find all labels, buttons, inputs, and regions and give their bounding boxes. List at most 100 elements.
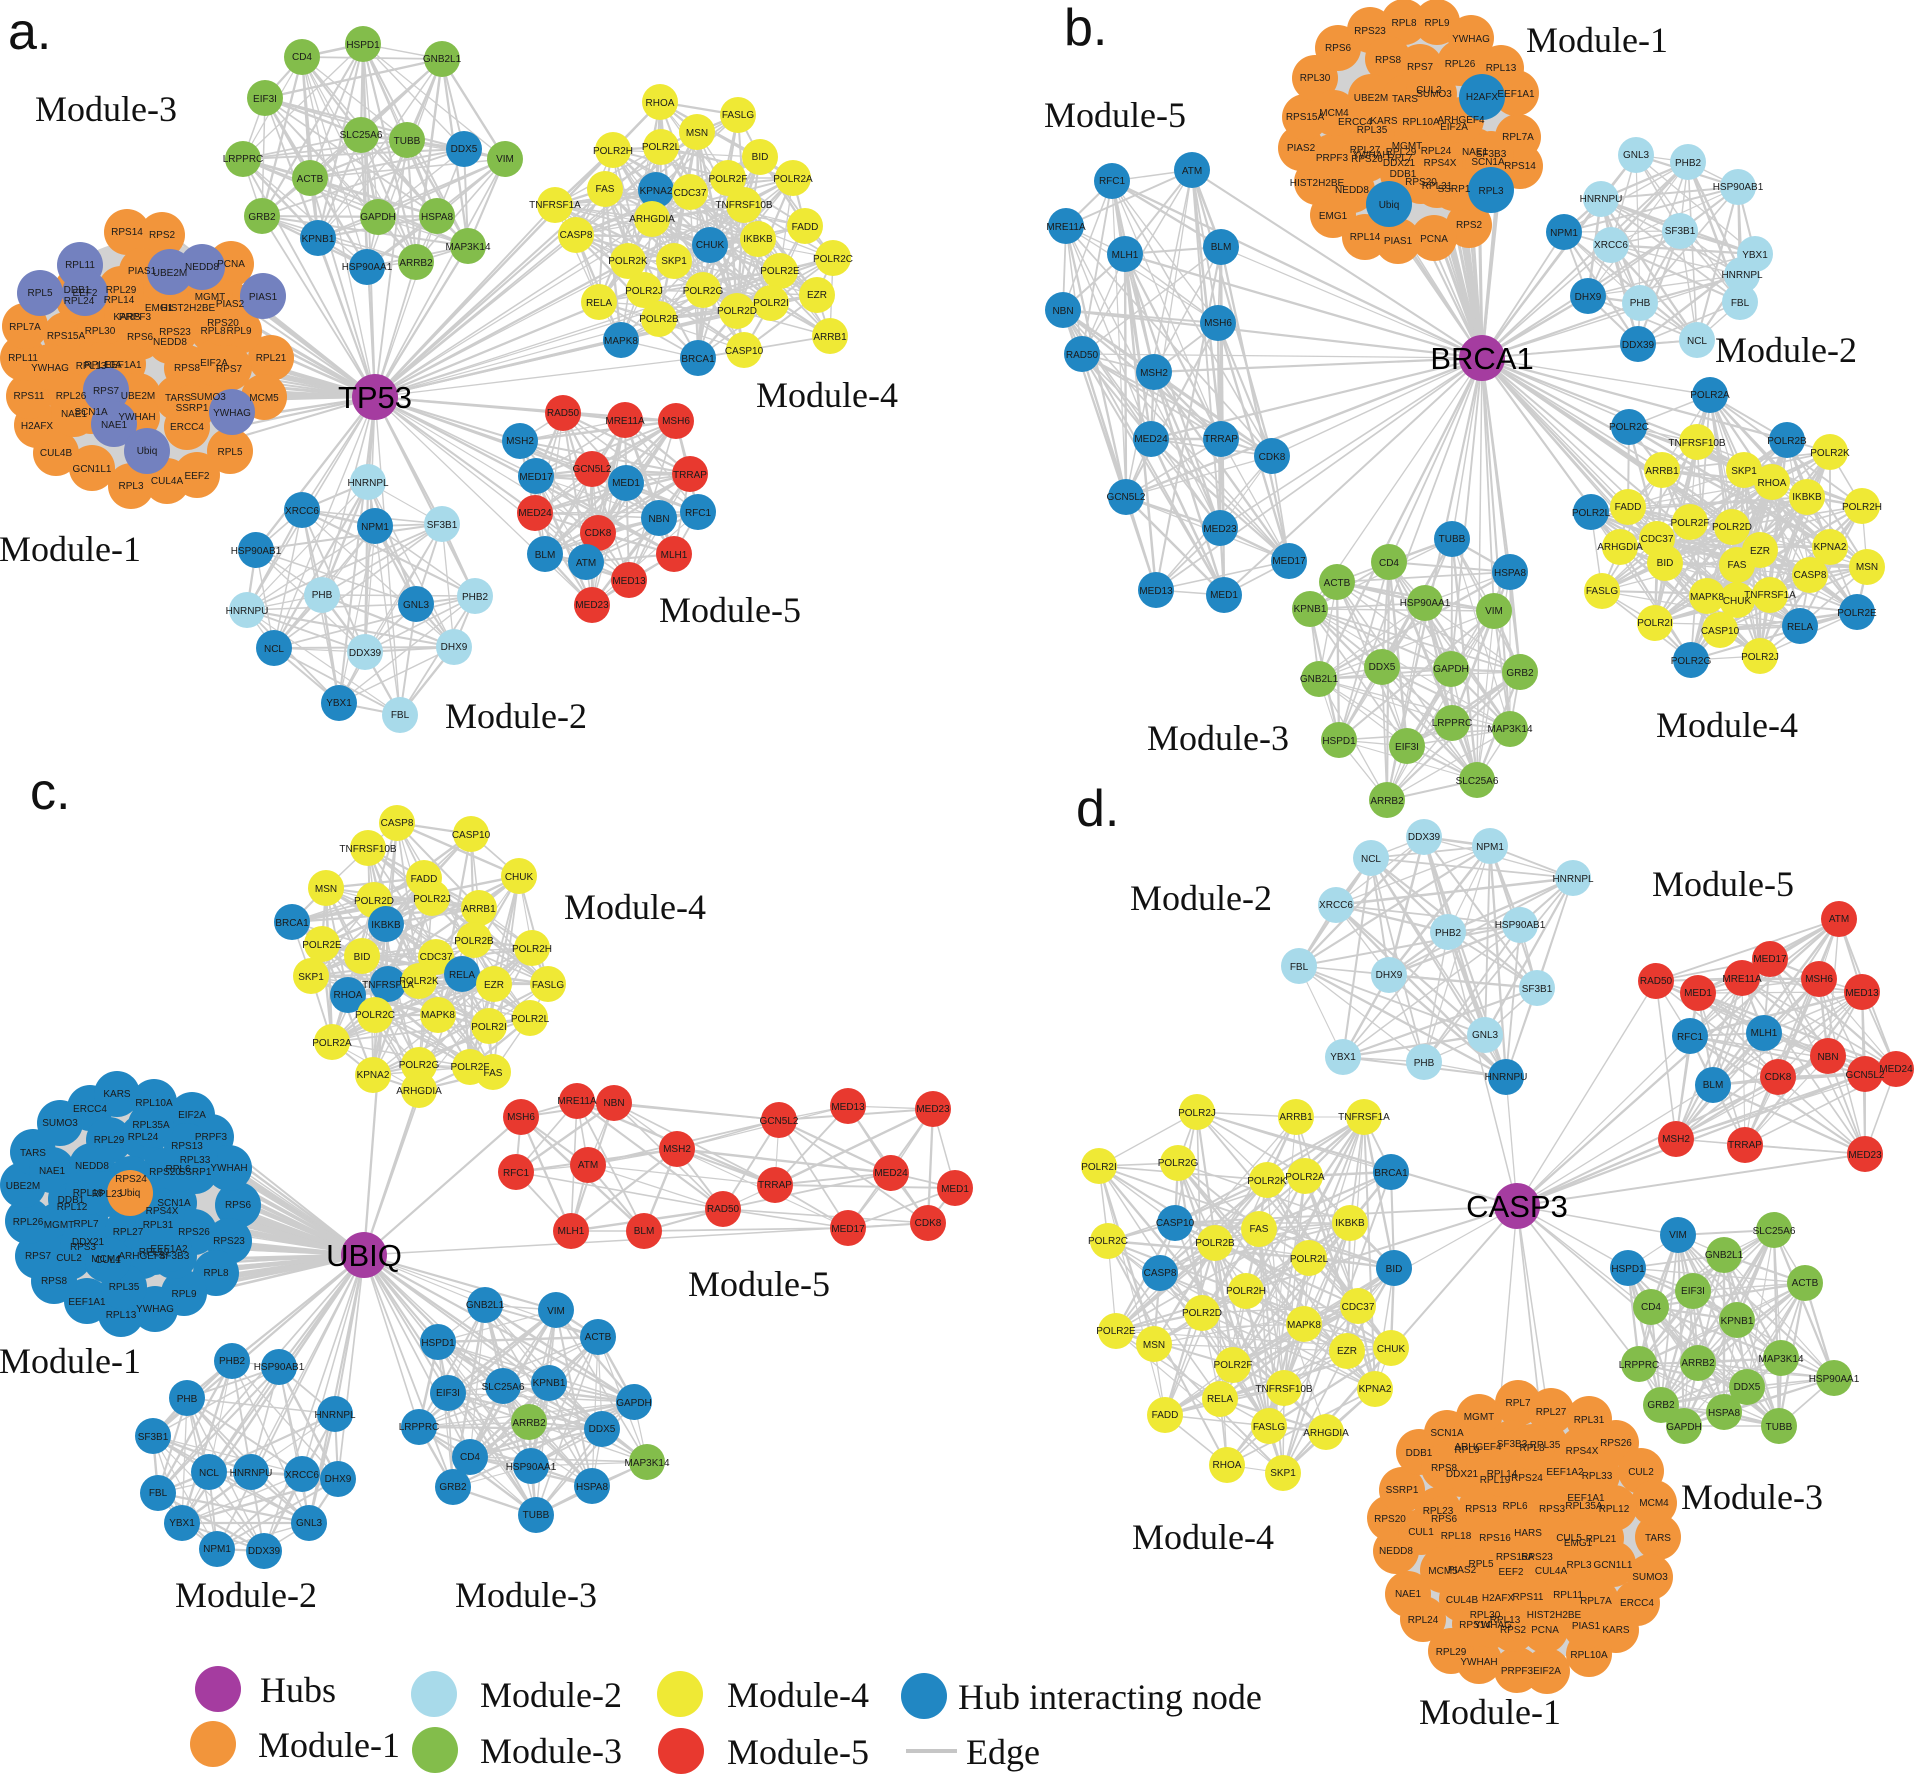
svg-text:CUL2: CUL2 [1628,1467,1654,1478]
svg-text:SLC25A6: SLC25A6 [1456,776,1499,787]
svg-text:RAD50: RAD50 [1066,350,1099,361]
svg-text:ATM: ATM [1182,166,1202,177]
svg-text:PIAS2: PIAS2 [216,299,245,310]
svg-text:PCNA: PCNA [1531,1625,1559,1636]
svg-text:EEF1A1: EEF1A1 [104,360,142,371]
svg-text:PRPF3: PRPF3 [119,312,152,323]
svg-text:MED24: MED24 [518,508,552,519]
svg-text:POLR2K: POLR2K [399,976,439,987]
svg-text:EEF1A1: EEF1A1 [1567,1493,1605,1504]
svg-text:MAPK8: MAPK8 [604,336,638,347]
svg-text:NBN: NBN [1052,306,1073,317]
svg-text:CUL1: CUL1 [1408,1527,1434,1538]
svg-text:CHUK: CHUK [505,872,534,883]
svg-text:RPL8: RPL8 [200,326,225,337]
svg-text:EIF3I: EIF3I [1681,1286,1705,1297]
svg-text:TUBB: TUBB [394,136,421,147]
svg-text:BLM: BLM [1703,1080,1724,1091]
svg-text:DHX9: DHX9 [1376,970,1403,981]
svg-text:RPS23: RPS23 [1521,1552,1553,1563]
svg-text:RPL3: RPL3 [1566,1560,1591,1571]
svg-text:POLR2F: POLR2F [1671,518,1710,529]
svg-text:RPL14: RPL14 [1487,1469,1518,1480]
svg-text:PIAS1: PIAS1 [128,266,157,277]
svg-text:KPNB1: KPNB1 [533,1378,566,1389]
svg-text:GRB2: GRB2 [1647,1400,1675,1411]
svg-text:POLR2A: POLR2A [312,1038,352,1049]
svg-text:RPS26: RPS26 [1600,1438,1632,1449]
svg-text:NEDD8: NEDD8 [1335,185,1369,196]
svg-text:EEF1A1: EEF1A1 [1497,89,1535,100]
svg-text:SF3B3: SF3B3 [1476,149,1507,160]
svg-text:KPNA2: KPNA2 [1814,542,1847,553]
svg-text:RPL23: RPL23 [1423,1506,1454,1517]
svg-text:HSP90AA1: HSP90AA1 [1400,598,1451,609]
svg-text:NAE1: NAE1 [101,420,128,431]
svg-text:RPL24: RPL24 [1421,146,1452,157]
svg-text:RPL18: RPL18 [73,1188,104,1199]
svg-text:MSN: MSN [1143,1340,1165,1351]
svg-text:MED24: MED24 [874,1168,908,1179]
svg-text:FAS: FAS [484,1068,503,1079]
svg-text:MED17: MED17 [831,1224,865,1235]
svg-text:PCNA: PCNA [1420,234,1448,245]
svg-text:RPL3: RPL3 [1478,186,1503,197]
svg-text:YWHAG: YWHAG [213,408,251,419]
svg-text:Module-4: Module-4 [1132,1517,1274,1557]
svg-text:UBE2M: UBE2M [153,268,187,279]
svg-text:POLR2C: POLR2C [1088,1236,1128,1247]
svg-text:MED23: MED23 [916,1104,950,1115]
svg-text:RPL27: RPL27 [1536,1407,1567,1418]
svg-text:CDK8: CDK8 [1765,1072,1792,1083]
svg-text:CDC37: CDC37 [1641,534,1674,545]
svg-text:RPL6: RPL6 [1502,1501,1527,1512]
svg-text:MSN: MSN [686,128,708,139]
svg-text:KPNA2: KPNA2 [357,1070,390,1081]
svg-text:RPS14: RPS14 [1504,161,1536,172]
svg-text:TNFRSF1A: TNFRSF1A [1338,1112,1390,1123]
svg-text:Module-3: Module-3 [35,89,177,129]
svg-text:ERCC4: ERCC4 [170,422,204,433]
svg-text:POLR2G: POLR2G [399,1060,440,1071]
svg-text:HSPA8: HSPA8 [1708,1408,1740,1419]
svg-text:RPS2: RPS2 [1500,1625,1527,1636]
svg-text:DDX5: DDX5 [451,144,478,155]
svg-text:RPL7A: RPL7A [1502,132,1534,143]
svg-text:RPL13: RPL13 [1490,1615,1521,1626]
svg-text:POLR2H: POLR2H [512,944,552,955]
svg-text:ATM: ATM [576,558,596,569]
svg-text:RPL13: RPL13 [76,361,107,372]
svg-text:MAPK8: MAPK8 [1287,1320,1321,1331]
svg-text:FADD: FADD [1152,1410,1179,1421]
svg-text:EIF2A: EIF2A [1440,122,1468,133]
svg-text:SSRP1: SSRP1 [179,1167,212,1178]
svg-text:RPL33: RPL33 [180,1155,211,1166]
svg-text:RPL9: RPL9 [226,326,251,337]
svg-text:RPL30: RPL30 [85,326,116,337]
svg-text:UBIQ: UBIQ [326,1238,402,1273]
svg-text:POLR2J: POLR2J [1741,652,1779,663]
svg-text:YWHAH: YWHAH [1352,150,1389,161]
svg-text:PIAS1: PIAS1 [1384,236,1413,247]
svg-text:TARS: TARS [1392,94,1418,105]
svg-text:POLR2I: POLR2I [1081,1162,1117,1173]
svg-text:TNFRSF10B: TNFRSF10B [715,200,773,211]
svg-text:RPL9: RPL9 [1424,18,1449,29]
svg-text:BLM: BLM [1211,242,1232,253]
svg-text:ERCC4: ERCC4 [1338,117,1372,128]
svg-text:MLH1: MLH1 [661,550,688,561]
svg-text:MED1: MED1 [941,1184,969,1195]
svg-text:POLR2F: POLR2F [451,1062,490,1073]
svg-text:FBL: FBL [149,1488,168,1499]
svg-text:d.: d. [1076,780,1119,838]
svg-text:Module-2: Module-2 [480,1675,622,1715]
svg-text:YWHAG: YWHAG [31,363,69,374]
svg-text:RPS3: RPS3 [1539,1504,1566,1515]
svg-text:ARRB2: ARRB2 [1370,796,1404,807]
svg-text:RFC1: RFC1 [1099,176,1126,187]
svg-text:TP53: TP53 [338,380,412,415]
svg-text:Module-3: Module-3 [480,1731,622,1771]
svg-text:SLC25A6: SLC25A6 [340,130,383,141]
svg-text:CHUK: CHUK [696,240,725,251]
svg-text:HSP90AB1: HSP90AB1 [231,546,282,557]
